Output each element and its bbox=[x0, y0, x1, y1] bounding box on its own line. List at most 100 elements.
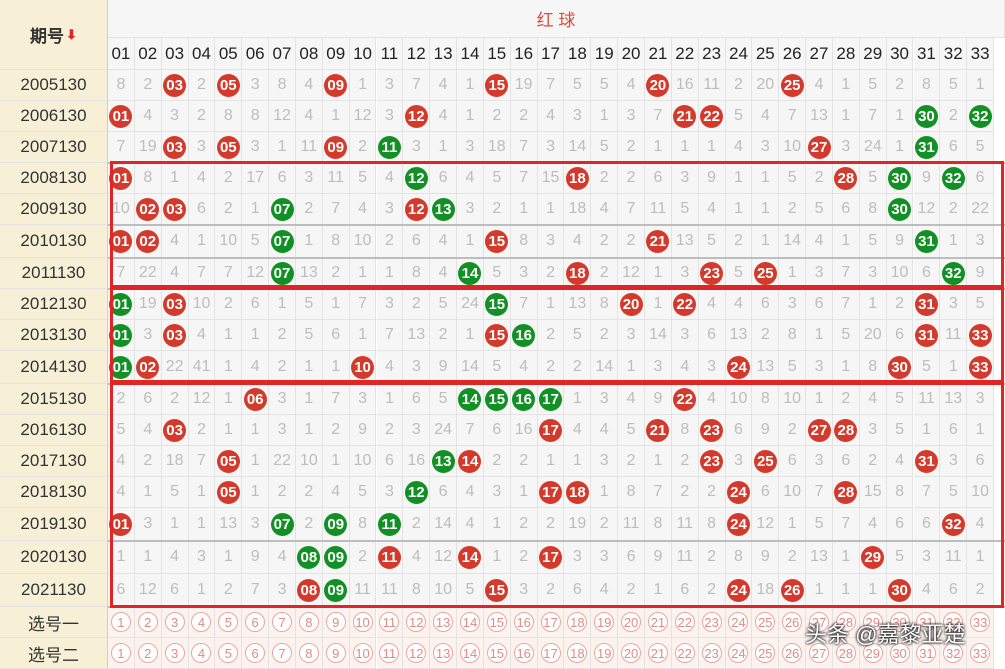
select-cell: 7 bbox=[269, 638, 296, 669]
pick-number-20[interactable]: 20 bbox=[621, 643, 642, 663]
red-ball: 05 bbox=[216, 73, 240, 97]
pick-number-7[interactable]: 7 bbox=[272, 643, 293, 663]
omission-count: 1 bbox=[564, 384, 592, 415]
pick-number-4[interactable]: 4 bbox=[191, 612, 212, 632]
pick-number-18[interactable]: 18 bbox=[567, 612, 588, 632]
omission-count: 1 bbox=[457, 225, 484, 258]
pick-number-24[interactable]: 24 bbox=[728, 612, 749, 632]
pick-number-32[interactable]: 32 bbox=[943, 643, 964, 663]
pick-number-20[interactable]: 20 bbox=[621, 612, 642, 632]
omission-count: 1 bbox=[537, 194, 565, 225]
pick-number-23[interactable]: 23 bbox=[701, 612, 722, 632]
pick-number-10[interactable]: 10 bbox=[352, 612, 373, 632]
pick-number-32[interactable]: 32 bbox=[943, 612, 964, 632]
select-cell: 5 bbox=[215, 638, 243, 669]
omission-count: 4 bbox=[725, 289, 753, 320]
pick-number-24[interactable]: 24 bbox=[728, 643, 749, 663]
pick-number-23[interactable]: 23 bbox=[701, 643, 722, 663]
omission-count: 9 bbox=[645, 384, 672, 415]
pick-number-6[interactable]: 6 bbox=[245, 612, 266, 632]
omission-count: 4 bbox=[188, 163, 216, 194]
omission-count: 7 bbox=[806, 477, 833, 508]
pick-number-18[interactable]: 18 bbox=[567, 643, 588, 663]
omission-count: 7 bbox=[645, 101, 672, 132]
pick-number-8[interactable]: 8 bbox=[298, 612, 319, 632]
pick-number-31[interactable]: 31 bbox=[916, 643, 937, 663]
omission-count: 5 bbox=[886, 541, 914, 574]
pick-number-26[interactable]: 26 bbox=[782, 643, 803, 663]
pick-number-33[interactable]: 33 bbox=[970, 612, 991, 632]
pick-number-15[interactable]: 15 bbox=[486, 643, 507, 663]
pick-number-3[interactable]: 3 bbox=[164, 643, 185, 663]
pick-number-21[interactable]: 21 bbox=[647, 643, 668, 663]
omission-count: 1 bbox=[242, 415, 270, 446]
pick-number-9[interactable]: 9 bbox=[325, 612, 346, 632]
number-header-29: 29 bbox=[859, 38, 887, 70]
pick-number-25[interactable]: 25 bbox=[755, 612, 776, 632]
pick-number-7[interactable]: 7 bbox=[272, 612, 293, 632]
period-header[interactable]: 期号 ⬇ bbox=[0, 0, 108, 70]
pick-number-13[interactable]: 13 bbox=[433, 612, 454, 632]
pick-number-30[interactable]: 30 bbox=[889, 612, 910, 632]
pick-number-1[interactable]: 1 bbox=[110, 643, 131, 663]
pick-number-9[interactable]: 9 bbox=[325, 643, 346, 663]
pick-number-14[interactable]: 14 bbox=[459, 643, 480, 663]
omission-count: 2 bbox=[322, 415, 350, 446]
pick-number-11[interactable]: 11 bbox=[379, 643, 400, 663]
pick-number-30[interactable]: 30 bbox=[889, 643, 910, 663]
pick-number-17[interactable]: 17 bbox=[540, 643, 561, 663]
pick-number-31[interactable]: 31 bbox=[916, 612, 937, 632]
omission-count: 1 bbox=[349, 258, 377, 289]
pick-number-1[interactable]: 1 bbox=[110, 612, 131, 632]
pick-number-19[interactable]: 19 bbox=[594, 643, 615, 663]
omission-count: 2 bbox=[698, 541, 726, 574]
omission-count: 11 bbox=[671, 541, 699, 574]
pick-number-21[interactable]: 21 bbox=[647, 612, 668, 632]
pick-number-11[interactable]: 11 bbox=[379, 612, 400, 632]
pick-number-8[interactable]: 8 bbox=[298, 643, 319, 663]
pick-number-5[interactable]: 5 bbox=[218, 612, 239, 632]
omission-count: 2 bbox=[940, 101, 968, 132]
omission-count: 7 bbox=[108, 258, 135, 289]
pick-number-16[interactable]: 16 bbox=[513, 612, 534, 632]
omission-count: 5 bbox=[483, 351, 511, 384]
pick-number-10[interactable]: 10 bbox=[352, 643, 373, 663]
omission-count: 1 bbox=[967, 541, 995, 574]
sort-down-arrow-icon[interactable]: ⬇ bbox=[66, 26, 77, 42]
pick-number-6[interactable]: 6 bbox=[245, 643, 266, 663]
pick-number-17[interactable]: 17 bbox=[540, 612, 561, 632]
number-header-15: 15 bbox=[483, 38, 511, 70]
pick-number-2[interactable]: 2 bbox=[137, 612, 158, 632]
number-cell: 16 bbox=[510, 320, 538, 351]
pick-number-22[interactable]: 22 bbox=[674, 643, 695, 663]
pick-number-5[interactable]: 5 bbox=[218, 643, 239, 663]
number-cell: 22 bbox=[698, 101, 726, 132]
pick-number-19[interactable]: 19 bbox=[594, 612, 615, 632]
pick-number-26[interactable]: 26 bbox=[782, 612, 803, 632]
pick-number-33[interactable]: 33 bbox=[970, 643, 991, 663]
red-ball: 22 bbox=[673, 387, 697, 411]
pick-number-27[interactable]: 27 bbox=[809, 612, 830, 632]
pick-number-28[interactable]: 28 bbox=[835, 612, 856, 632]
omission-count: 3 bbox=[618, 320, 645, 351]
pick-number-3[interactable]: 3 bbox=[164, 612, 185, 632]
period-cell: 2019130 bbox=[0, 508, 108, 541]
select-row-label: 选号一 bbox=[0, 607, 108, 638]
pick-number-14[interactable]: 14 bbox=[459, 612, 480, 632]
pick-number-29[interactable]: 29 bbox=[862, 643, 883, 663]
pick-number-15[interactable]: 15 bbox=[486, 612, 507, 632]
pick-number-4[interactable]: 4 bbox=[191, 643, 212, 663]
omission-count: 11 bbox=[913, 384, 941, 415]
pick-number-25[interactable]: 25 bbox=[755, 643, 776, 663]
pick-number-28[interactable]: 28 bbox=[835, 643, 856, 663]
pick-number-27[interactable]: 27 bbox=[809, 643, 830, 663]
pick-number-12[interactable]: 12 bbox=[406, 643, 427, 663]
pick-number-16[interactable]: 16 bbox=[513, 643, 534, 663]
pick-number-13[interactable]: 13 bbox=[433, 643, 454, 663]
pick-number-12[interactable]: 12 bbox=[406, 612, 427, 632]
pick-number-2[interactable]: 2 bbox=[137, 643, 158, 663]
omission-count: 3 bbox=[376, 70, 404, 101]
pick-number-29[interactable]: 29 bbox=[862, 612, 883, 632]
green-ball: 09 bbox=[324, 578, 348, 602]
pick-number-22[interactable]: 22 bbox=[674, 612, 695, 632]
